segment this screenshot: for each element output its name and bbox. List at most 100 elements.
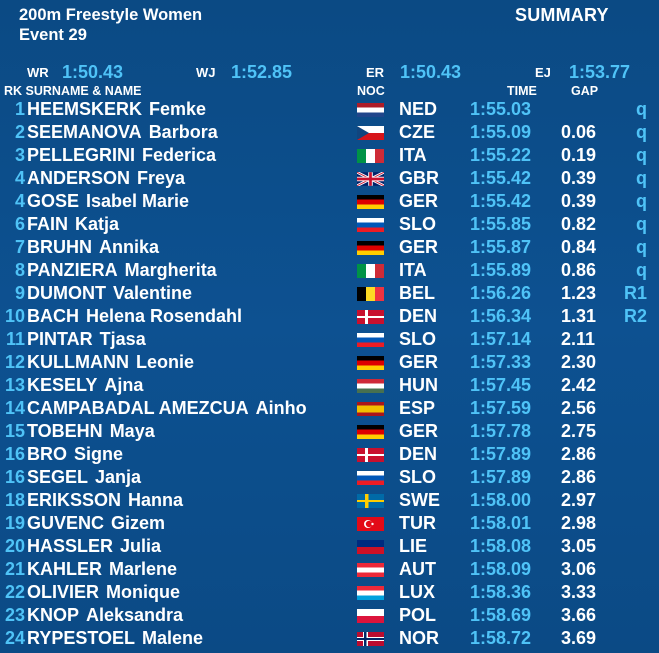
hun-flag-icon <box>357 379 384 393</box>
column-header-noc: NOC <box>357 84 385 98</box>
gap-cell: 2.86 <box>561 467 597 487</box>
time-cell: 1:55.42 <box>470 191 532 211</box>
qualification-cell: q <box>636 214 647 234</box>
gap-cell: 2.56 <box>561 398 597 418</box>
athlete-name-cell: ERIKSSON Hanna <box>27 489 183 512</box>
table-row: 7 BRUHN Annika GER 1:55.87 0.84 q <box>0 236 659 259</box>
gap-cell: 1.23 <box>561 283 597 303</box>
gap-cell: 0.82 <box>561 214 597 234</box>
table-row: 24 RYPESTOEL Malene NOR 1:58.72 3.69 <box>0 627 659 650</box>
noc-cell: ITA <box>399 145 427 165</box>
athlete-firstname: Marlene <box>109 559 178 579</box>
athlete-firstname: Femke <box>149 99 207 119</box>
noc-cell: ESP <box>399 398 436 418</box>
slo-flag-icon <box>357 218 384 232</box>
athlete-name-cell: BRUHN Annika <box>27 236 159 259</box>
athlete-surname: RYPESTOEL <box>27 628 136 648</box>
qualification-cell: R1 <box>623 283 647 303</box>
rank-cell: 7 <box>14 237 25 257</box>
table-row: 1 HEEMSKERK Femke NED 1:55.03 q <box>0 98 659 121</box>
rank-cell: 20 <box>4 536 25 556</box>
athlete-name-cell: KAHLER Marlene <box>27 558 177 581</box>
qualification-cell: q <box>636 260 647 280</box>
gap-cell: 3.05 <box>561 536 597 556</box>
noc-cell: SLO <box>399 329 437 349</box>
table-row: 21 KAHLER Marlene AUT 1:58.09 3.06 <box>0 558 659 581</box>
noc-cell: GER <box>399 237 439 257</box>
athlete-surname: HASSLER <box>27 536 114 556</box>
qualification-cell: q <box>636 122 647 142</box>
athlete-name-cell: DUMONT Valentine <box>27 282 192 305</box>
qualification-cell: q <box>636 99 647 119</box>
qualification-cell: q <box>636 237 647 257</box>
den-flag-icon <box>357 310 384 324</box>
qualification-cell: q <box>636 191 647 211</box>
qualification-cell: R2 <box>623 306 647 326</box>
table-row: 19 GUVENC Gizem TUR 1:58.01 2.98 <box>0 512 659 535</box>
rank-cell: 13 <box>4 375 25 395</box>
table-row: 18 ERIKSSON Hanna SWE 1:58.00 2.97 <box>0 489 659 512</box>
pol-flag-icon <box>357 609 384 623</box>
slo-flag-icon <box>357 471 384 485</box>
ger-flag-icon <box>357 425 384 439</box>
athlete-surname: KNOP <box>27 605 80 625</box>
gap-cell: 3.66 <box>561 605 597 625</box>
table-row: 9 DUMONT Valentine BEL 1:56.26 1.23 R1 <box>0 282 659 305</box>
athlete-firstname: Valentine <box>113 283 193 303</box>
rank-cell: 4 <box>14 168 25 188</box>
rank-cell: 9 <box>14 283 25 303</box>
athlete-name-cell: SEEMANOVA Barbora <box>27 121 218 144</box>
lux-flag-icon <box>357 586 384 600</box>
athlete-surname: SEEMANOVA <box>27 122 142 142</box>
athlete-firstname: Malene <box>142 628 204 648</box>
athlete-firstname: Maya <box>109 421 155 441</box>
summary-heading: SUMMARY <box>515 5 609 25</box>
table-row: 13 KESELY Ajna HUN 1:57.45 2.42 <box>0 374 659 397</box>
gbr-flag-icon <box>357 172 384 186</box>
time-cell: 1:57.78 <box>470 421 532 441</box>
athlete-name-cell: KULLMANN Leonie <box>27 351 194 374</box>
noc-cell: SLO <box>399 467 437 487</box>
gap-cell: 2.86 <box>561 444 597 464</box>
time-cell: 1:55.89 <box>470 260 532 280</box>
athlete-firstname: Barbora <box>148 122 218 142</box>
athlete-name-cell: ANDERSON Freya <box>27 167 185 190</box>
gap-cell: 3.33 <box>561 582 597 602</box>
time-cell: 1:57.14 <box>470 329 532 349</box>
time-cell: 1:55.03 <box>470 99 532 119</box>
athlete-name-cell: HEEMSKERK Femke <box>27 98 206 121</box>
noc-cell: BEL <box>399 283 435 303</box>
time-cell: 1:58.36 <box>470 582 532 602</box>
time-cell: 1:58.69 <box>470 605 532 625</box>
rank-cell: 4 <box>14 191 25 211</box>
athlete-name-cell: GOSE Isabel Marie <box>27 190 189 213</box>
athlete-name-cell: GUVENC Gizem <box>27 512 165 535</box>
athlete-firstname: Isabel Marie <box>86 191 190 211</box>
noc-cell: SLO <box>399 214 437 234</box>
tur-flag-icon <box>357 517 384 531</box>
time-cell: 1:57.33 <box>470 352 532 372</box>
noc-cell: POL <box>399 605 437 625</box>
aut-flag-icon <box>357 563 384 577</box>
rank-cell: 2 <box>14 122 25 142</box>
time-cell: 1:55.87 <box>470 237 532 257</box>
bel-flag-icon <box>357 287 384 301</box>
ger-flag-icon <box>357 241 384 255</box>
rank-cell: 1 <box>14 99 25 119</box>
athlete-name-cell: PANZIERA Margherita <box>27 259 217 282</box>
table-row: 2 SEEMANOVA Barbora CZE 1:55.09 0.06 q <box>0 121 659 144</box>
table-row: 20 HASSLER Julia LIE 1:58.08 3.05 <box>0 535 659 558</box>
rank-cell: 21 <box>4 559 25 579</box>
noc-cell: LUX <box>399 582 435 602</box>
gap-cell: 1.31 <box>561 306 597 326</box>
table-row: 4 ANDERSON Freya GBR 1:55.42 0.39 q <box>0 167 659 190</box>
table-row: 16 BRO Signe DEN 1:57.89 2.86 <box>0 443 659 466</box>
table-row: 12 KULLMANN Leonie GER 1:57.33 2.30 <box>0 351 659 374</box>
gap-cell: 2.75 <box>561 421 597 441</box>
rank-cell: 11 <box>5 329 25 349</box>
table-row: 22 OLIVIER Monique LUX 1:58.36 3.33 <box>0 581 659 604</box>
athlete-surname: CAMPABADAL AMEZCUA <box>27 398 249 418</box>
time-cell: 1:58.09 <box>470 559 532 579</box>
rank-cell: 6 <box>14 214 25 234</box>
swe-flag-icon <box>357 494 384 508</box>
